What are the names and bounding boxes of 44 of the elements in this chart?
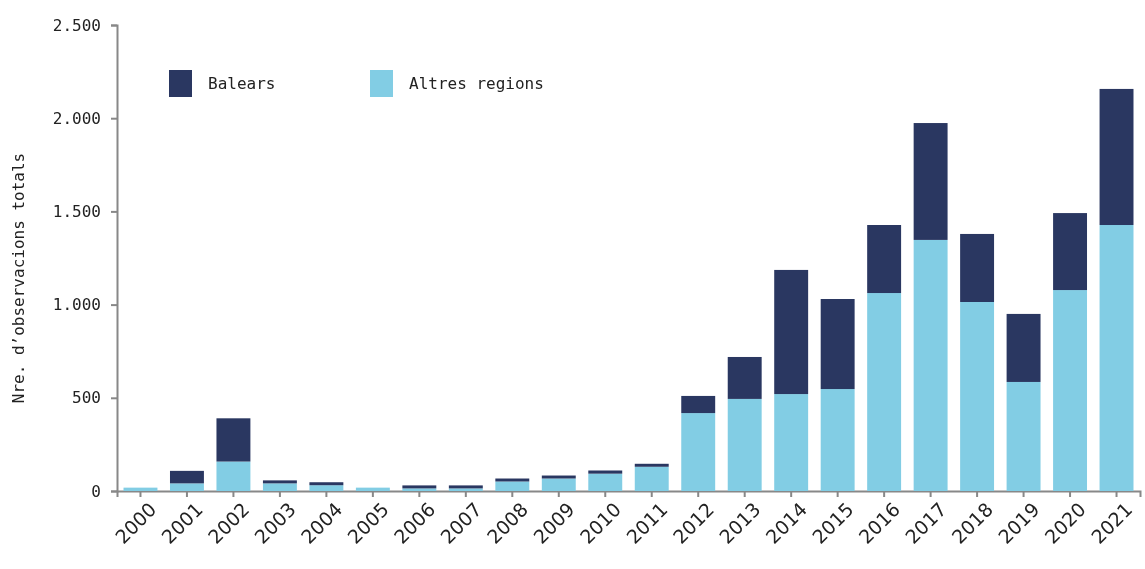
bar [774,269,809,395]
bar [960,301,995,491]
bar [541,475,576,479]
legend-label: Balears [208,74,276,93]
bar [820,299,855,390]
y-tick-label: 1.000 [52,295,101,315]
bar [1053,290,1088,491]
bar [681,413,716,491]
bar [541,478,576,491]
bar [960,233,995,302]
bar [1099,88,1134,226]
bar [1099,225,1134,491]
bar [169,483,204,491]
bar [867,225,902,294]
y-tick-label: 1.500 [52,202,101,222]
bar [913,239,948,491]
bar [681,395,716,414]
bar [309,482,344,486]
y-axis-title: Nre. d’observacions totals [9,152,28,404]
bar [262,483,297,491]
bar [588,470,623,474]
bar [1053,213,1088,291]
bar [588,473,623,491]
bar [309,485,344,491]
legend-label: Altres regions [409,74,544,93]
bar [727,356,762,399]
bar [1006,381,1041,491]
bar [727,398,762,491]
bar [867,293,902,491]
bar [634,463,669,467]
y-tick-label: 0 [91,481,101,501]
bar [913,123,948,240]
bar [262,480,297,484]
bar [216,461,251,491]
y-tick-label: 500 [72,388,101,408]
bar [634,466,669,491]
y-tick-label: 2.500 [52,15,101,35]
y-tick-label: 2.000 [52,108,101,128]
bar [1006,313,1041,382]
bar [495,481,530,491]
bar [820,389,855,491]
bar [216,418,251,462]
bar [774,394,809,491]
bar [169,470,204,484]
